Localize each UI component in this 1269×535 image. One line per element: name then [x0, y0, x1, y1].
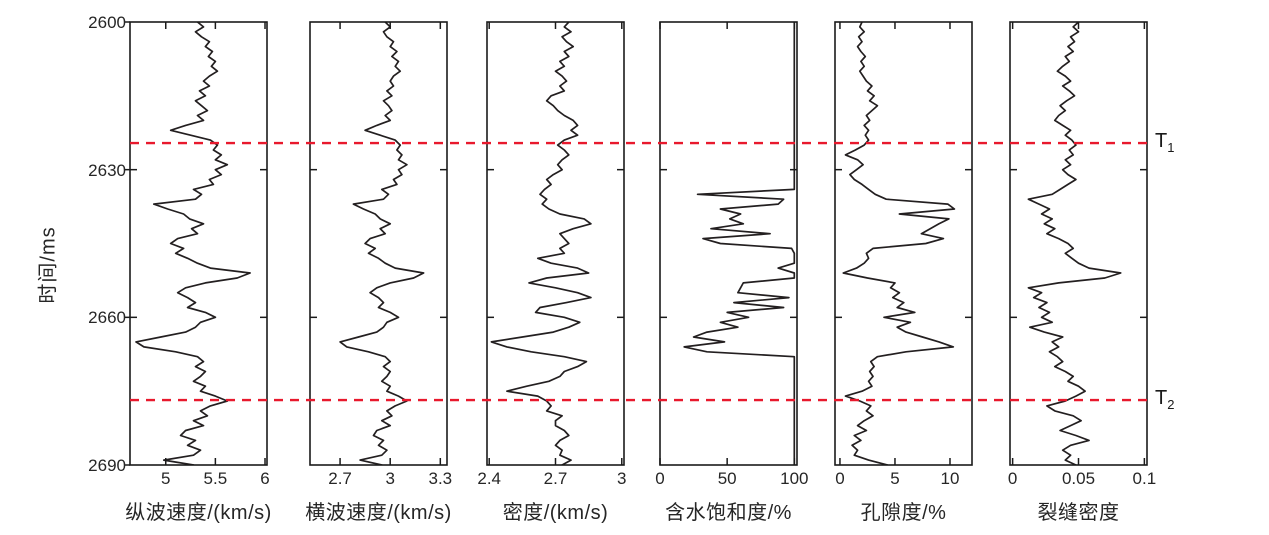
marker-t1-text: T — [1155, 130, 1168, 153]
time-tick-label: 2690 — [88, 456, 126, 475]
curve-porosity — [842, 22, 956, 465]
x-tick-label-porosity: 10 — [940, 469, 960, 488]
x-tick-label-density: 2.4 — [477, 469, 502, 488]
axis-label-p-wave-velocity: 纵波速度/(km/s) — [125, 502, 272, 524]
x-tick-label-p-wave-velocity: 6 — [260, 469, 270, 488]
x-tick-label-water-saturation: 0 — [655, 469, 665, 488]
x-tick-label-s-wave-velocity: 3 — [385, 469, 395, 488]
axis-label-fracture-density: 裂缝密度 — [1037, 502, 1120, 524]
x-tick-label-water-saturation: 100 — [780, 469, 809, 488]
x-tick-label-fracture-density: 0.1 — [1132, 469, 1157, 488]
x-tick-label-porosity: 0 — [835, 469, 845, 488]
x-tick-label-s-wave-velocity: 3.3 — [428, 469, 453, 488]
time-tick-label: 2600 — [88, 13, 126, 32]
time-tick-label: 2630 — [88, 160, 126, 180]
frame-porosity — [834, 21, 973, 466]
x-tick-label-density: 2.7 — [543, 469, 568, 488]
x-tick-label-s-wave-velocity: 2.7 — [328, 469, 352, 488]
marker-label-t1: T1 — [1155, 130, 1174, 155]
marker-t1-subscript: 1 — [1167, 140, 1175, 156]
curve-density — [490, 22, 592, 465]
x-tick-label-porosity: 5 — [890, 469, 900, 488]
curve-water-saturation — [683, 22, 796, 465]
frame-water-saturation — [659, 21, 798, 466]
axis-label-s-wave-velocity: 横波速度/(km/s) — [305, 502, 452, 524]
x-tick-label-fracture-density: 0.05 — [1061, 469, 1096, 488]
axis-label-water-saturation: 含水饱和度/% — [665, 502, 792, 524]
marker-t2-subscript: 2 — [1167, 397, 1175, 413]
marker-t2-text: T — [1155, 387, 1168, 410]
x-tick-label-p-wave-velocity: 5.5 — [203, 469, 228, 488]
axis-label-porosity: 孔隙度/% — [860, 502, 947, 524]
x-tick-label-fracture-density: 0 — [1007, 469, 1018, 488]
frame-s-wave-velocity — [309, 21, 448, 466]
time-axis-label: 时间/ms — [37, 226, 60, 304]
frame-density — [486, 21, 625, 466]
curve-s-wave-velocity — [339, 22, 425, 465]
curve-fracture-density — [1027, 22, 1122, 465]
x-tick-label-p-wave-velocity: 5 — [161, 469, 171, 488]
curve-p-wave-velocity — [135, 22, 251, 465]
marker-label-t2: T2 — [1155, 387, 1174, 412]
axis-label-density: 密度/(km/s) — [502, 502, 609, 524]
frame-fracture-density — [1009, 21, 1148, 466]
time-tick-label: 2660 — [88, 308, 126, 328]
frame-p-wave-velocity — [129, 21, 268, 466]
x-tick-label-water-saturation: 50 — [717, 469, 737, 488]
x-tick-label-density: 3 — [617, 469, 627, 488]
